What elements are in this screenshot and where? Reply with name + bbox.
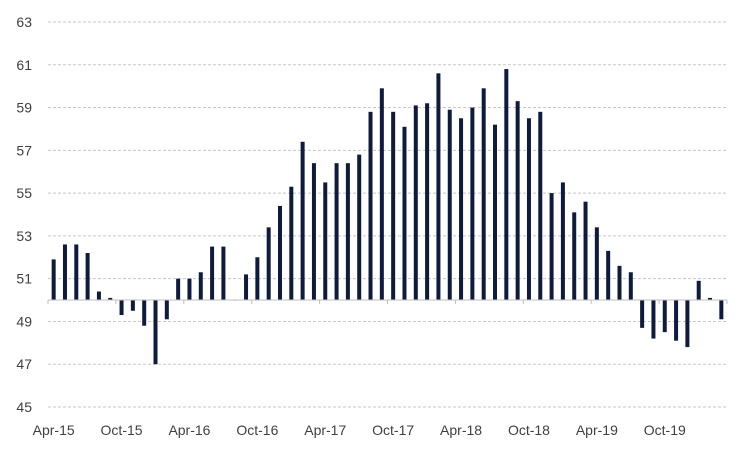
bar — [300, 141, 305, 301]
y-tick-label: 61 — [16, 57, 32, 73]
bar — [51, 259, 56, 301]
bar — [719, 300, 724, 320]
bar — [413, 105, 418, 301]
bar — [85, 253, 90, 301]
y-axis-tick-labels: 45 47 49 51 53 55 57 59 61 63 — [16, 14, 32, 415]
bar — [526, 118, 531, 301]
x-tick-label: Oct-17 — [372, 422, 414, 438]
bar — [323, 182, 328, 301]
bar — [119, 300, 124, 316]
bar — [255, 257, 260, 301]
y-tick-label: 57 — [16, 142, 32, 158]
bar — [277, 205, 282, 301]
bar — [345, 163, 350, 301]
bar — [504, 69, 509, 301]
bars — [51, 69, 724, 365]
bar — [560, 182, 565, 301]
bar — [549, 193, 554, 301]
bar — [628, 272, 633, 301]
bar — [289, 186, 294, 301]
y-tick-label: 59 — [16, 100, 32, 116]
bar — [402, 126, 407, 301]
bar — [583, 201, 588, 301]
bar — [244, 274, 249, 301]
bar — [459, 118, 464, 301]
bar — [708, 297, 713, 301]
bar — [221, 246, 226, 301]
bar — [606, 250, 611, 301]
bar — [62, 244, 67, 301]
y-tick-label: 55 — [16, 185, 32, 201]
bar — [617, 265, 622, 301]
y-tick-label: 49 — [16, 313, 32, 329]
bar — [594, 227, 599, 301]
x-axis-tick-labels: Apr-15 Oct-15 Apr-16 Oct-16 Apr-17 Oct-17 Apr-… — [33, 422, 686, 438]
bar — [153, 300, 158, 365]
bar — [493, 124, 498, 301]
bar — [515, 101, 520, 301]
bar — [164, 300, 169, 320]
bar — [74, 244, 79, 301]
y-tick-label: 45 — [16, 399, 32, 415]
bar — [662, 300, 667, 333]
x-tick-label: Apr-19 — [576, 422, 618, 438]
bar — [108, 297, 113, 301]
bar — [130, 300, 135, 311]
bar — [311, 163, 316, 301]
y-tick-label: 51 — [16, 271, 32, 287]
bar — [538, 111, 543, 301]
bar — [391, 111, 396, 301]
x-tick-label: Oct-19 — [644, 422, 686, 438]
bar — [210, 246, 215, 301]
bar — [96, 291, 101, 301]
y-tick-label: 63 — [16, 14, 32, 30]
grid-lines — [48, 21, 727, 408]
bar — [266, 227, 271, 301]
x-tick-label: Oct-16 — [236, 422, 278, 438]
x-tick-label: Apr-15 — [33, 422, 75, 438]
bar — [357, 154, 362, 301]
x-tick-label: Oct-18 — [508, 422, 550, 438]
bar — [436, 73, 441, 301]
bar — [572, 212, 577, 301]
bar — [685, 300, 690, 348]
bar — [379, 88, 384, 301]
bar — [368, 111, 373, 301]
bar — [470, 107, 475, 301]
bar — [640, 300, 645, 328]
bar — [651, 300, 656, 339]
bar — [425, 103, 430, 301]
bar — [334, 163, 339, 301]
bar — [176, 278, 181, 301]
x-tick-label: Apr-17 — [304, 422, 346, 438]
bar — [142, 300, 147, 326]
x-tick-label: Apr-18 — [440, 422, 482, 438]
x-tick-label: Oct-15 — [101, 422, 143, 438]
bar — [187, 278, 192, 301]
x-tick-label: Apr-16 — [168, 422, 210, 438]
bar — [481, 88, 486, 301]
bar — [674, 300, 679, 341]
y-tick-label: 47 — [16, 356, 32, 372]
bar — [696, 280, 701, 301]
bar — [447, 109, 452, 301]
baseline-axis — [47, 299, 728, 305]
bar — [198, 272, 203, 301]
y-tick-label: 53 — [16, 228, 32, 244]
